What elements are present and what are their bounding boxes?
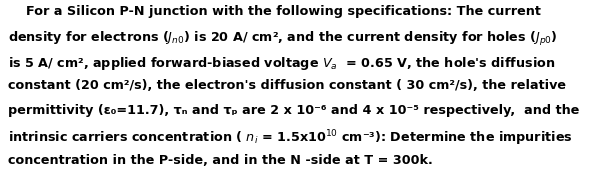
Text: constant (20 cm²/s), the electron's diffusion constant ( 30 cm²/s), the relative: constant (20 cm²/s), the electron's diff… <box>8 79 566 93</box>
Text: is 5 A/ cm², applied forward-biased voltage $V_a$  = 0.65 V, the hole's diffusio: is 5 A/ cm², applied forward-biased volt… <box>8 55 555 72</box>
Text: density for electrons ($J_{n0}$) is 20 A/ cm², and the current density for holes: density for electrons ($J_{n0}$) is 20 A… <box>8 30 557 48</box>
Text: concentration in the P-side, and in the N -side at T = 300k.: concentration in the P-side, and in the … <box>8 154 433 167</box>
Text: permittivity (ε₀=11.7), τₙ and τₚ are 2 x 10⁻⁶ and 4 x 10⁻⁵ respectively,  and t: permittivity (ε₀=11.7), τₙ and τₚ are 2 … <box>8 104 579 117</box>
Text: intrinsic carriers concentration ( $n_i$ = 1.5x10$^{10}$ cm⁻³): Determine the im: intrinsic carriers concentration ( $n_i$… <box>8 129 573 148</box>
Text: For a Silicon P-N junction with the following specifications: The current: For a Silicon P-N junction with the foll… <box>8 5 541 18</box>
